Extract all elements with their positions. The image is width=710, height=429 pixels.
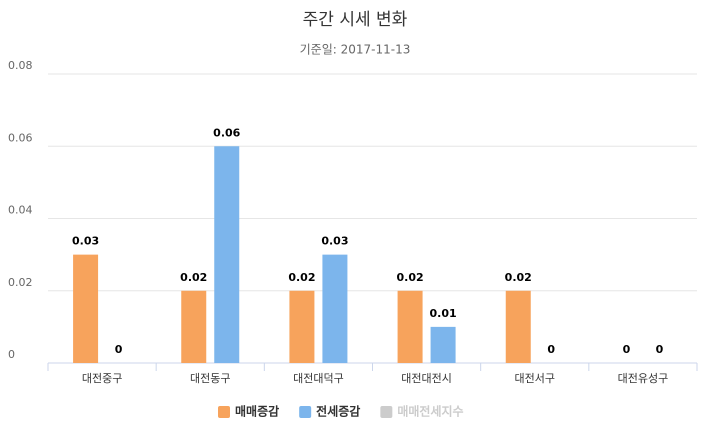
- y-tick-label: 0.08: [8, 59, 33, 72]
- x-tick-label: 대전서구: [515, 372, 555, 385]
- bar: [505, 290, 531, 363]
- data-label: 0.02: [288, 271, 315, 284]
- data-label: 0.01: [430, 307, 457, 320]
- data-label: 0: [656, 343, 664, 356]
- legend-label[interactable]: 매매증감: [235, 404, 279, 419]
- legend-swatch: [218, 406, 230, 418]
- data-label: 0.02: [505, 271, 532, 284]
- data-label: 0.03: [321, 235, 348, 248]
- y-tick-label: 0.02: [8, 276, 33, 289]
- data-label: 0.02: [180, 271, 207, 284]
- data-label: 0: [623, 343, 631, 356]
- bar: [73, 254, 99, 363]
- chart-subtitle: 기준일: 2017-11-13: [300, 43, 411, 57]
- x-tick-label: 대전대전시: [401, 372, 452, 385]
- chart-title: 주간 시세 변화: [303, 10, 408, 30]
- x-tick-label: 대전중구: [82, 372, 122, 385]
- x-tick-label: 대전동구: [190, 372, 230, 385]
- data-label: 0: [115, 343, 123, 356]
- bar: [214, 146, 240, 363]
- legend-swatch: [380, 406, 393, 418]
- y-tick-label: 0.06: [8, 131, 33, 144]
- legend-label[interactable]: 전세증감: [316, 404, 360, 419]
- bar: [397, 290, 423, 363]
- x-tick-label: 대전대덕구: [293, 372, 344, 385]
- legend-swatch: [299, 406, 312, 418]
- bar: [430, 326, 456, 363]
- y-tick-label: 0: [8, 348, 15, 361]
- data-label: 0.06: [213, 126, 240, 139]
- legend-label[interactable]: 매매전세지수: [397, 404, 463, 419]
- data-label: 0: [547, 343, 555, 356]
- data-label: 0.03: [72, 235, 99, 248]
- data-label: 0.02: [397, 271, 424, 284]
- bar: [322, 254, 348, 363]
- bar: [289, 290, 315, 363]
- bar: [181, 290, 207, 363]
- x-tick-label: 대전유성구: [618, 372, 669, 385]
- y-tick-label: 0.04: [8, 204, 33, 217]
